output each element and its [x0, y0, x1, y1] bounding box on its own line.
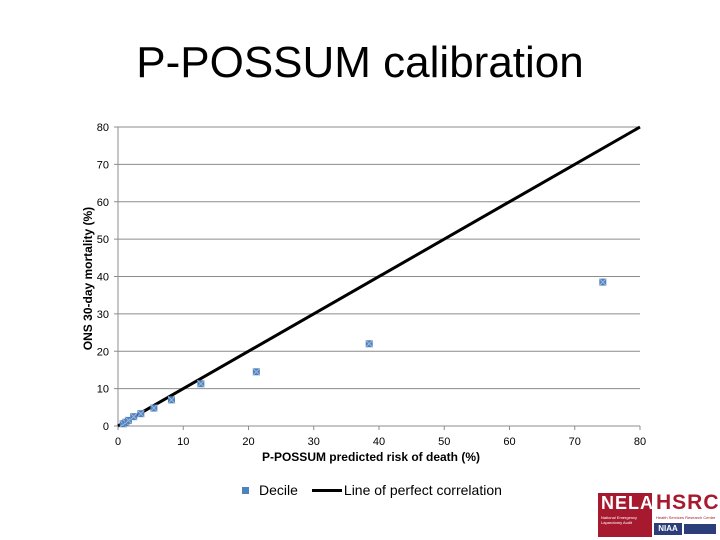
- decile-point-cross: [365, 339, 374, 348]
- decile-point-8: [197, 379, 205, 388]
- x-tick-label-20: 20: [242, 436, 254, 448]
- perfect-correlation-line-segment: [117, 125, 641, 428]
- y-tick-label-80: 80: [97, 122, 109, 134]
- x-tick-label-30: 30: [308, 436, 320, 448]
- x-tick-label-40: 40: [373, 436, 385, 448]
- y-tick-label-10: 10: [97, 384, 109, 396]
- x-tick-label-0: 0: [115, 436, 121, 448]
- x-tick-label-60: 60: [503, 436, 515, 448]
- chart-legend: Decile Line of perfect correlation: [238, 482, 516, 498]
- decile-point-cross: [167, 395, 176, 404]
- nela-logo-subtitle: National Emergency Laparotomy Audit: [601, 515, 638, 525]
- y-tick-label-30: 30: [97, 309, 109, 321]
- nela-logo-text: NELA: [601, 493, 654, 513]
- x-tick-label-50: 50: [438, 436, 450, 448]
- decile-point-5: [136, 409, 145, 418]
- decile-point-4: [129, 412, 138, 421]
- y-tick-label-20: 20: [97, 346, 109, 358]
- decile-point-7: [167, 395, 176, 404]
- decile-point-cross: [129, 412, 138, 421]
- legend-item-decile: Decile: [238, 482, 298, 498]
- legend-item-perfect-correlation: Line of perfect correlation: [311, 482, 502, 498]
- y-tick-label-50: 50: [97, 234, 109, 246]
- niaa-logo: NIAA: [654, 523, 682, 535]
- decile-point-cross: [136, 409, 145, 418]
- decile-point-9: [252, 367, 261, 376]
- nela-logo: NELA National Emergency Laparotomy Audit: [598, 493, 654, 537]
- decile-points: [119, 278, 607, 428]
- x-tick-label-70: 70: [569, 436, 581, 448]
- decile-point-cross: [252, 367, 261, 376]
- hsrc-logo-text: HSRC: [656, 491, 720, 514]
- decile-point-cross: [150, 404, 158, 412]
- legend-marker-line: [311, 488, 342, 492]
- y-tick-label-70: 70: [97, 159, 109, 171]
- decile-point-6: [150, 404, 158, 412]
- legend-marker-decile: [242, 486, 249, 494]
- legend-label-perfect-correlation: Line of perfect correlation: [343, 482, 502, 498]
- y-axis-title: ONS 30-day mortality (%): [81, 207, 95, 350]
- decile-point-11: [598, 278, 607, 286]
- slide-title: P-POSSUM calibration: [136, 38, 584, 87]
- tick-labels: 0 10 20 30 40 50 60 70 80 0 10 20 30 40 50 60 70 80: [97, 122, 646, 448]
- y-tick-label-40: 40: [97, 272, 109, 284]
- x-tick-label-10: 10: [177, 436, 189, 448]
- axes: [114, 126, 641, 430]
- decile-point-cross: [598, 278, 607, 286]
- grid-lines: [118, 126, 640, 390]
- y-tick-label-0: 0: [103, 421, 109, 433]
- decile-point-10: [365, 339, 374, 348]
- hsrc-logo: HSRC Health Services Research Centre NIA…: [654, 491, 720, 537]
- decile-point-cross: [197, 379, 205, 388]
- perfect-correlation-line: [117, 125, 641, 428]
- x-tick-label-80: 80: [634, 436, 646, 448]
- hsrc-logo-subtitle: Health Services Research Centre: [656, 515, 716, 520]
- y-tick-label-60: 60: [97, 197, 109, 209]
- x-axis-title: P-POSSUM predicted risk of death (%): [262, 450, 480, 464]
- niaa-logo-band: [684, 524, 716, 534]
- legend-label-decile: Decile: [259, 482, 298, 498]
